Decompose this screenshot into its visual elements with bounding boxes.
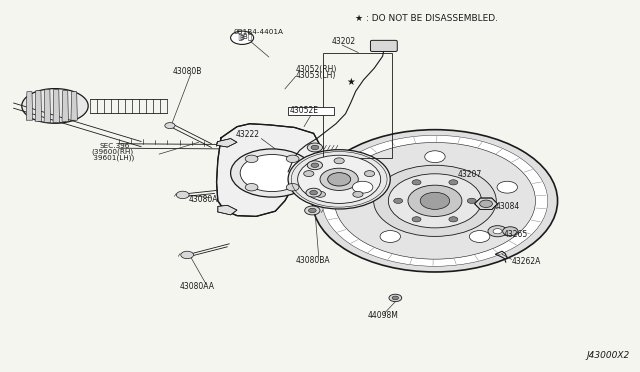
Circle shape bbox=[469, 231, 490, 243]
Text: J43000X2: J43000X2 bbox=[586, 351, 630, 360]
Circle shape bbox=[364, 171, 374, 177]
Text: 43052(RH): 43052(RH) bbox=[296, 65, 337, 74]
Circle shape bbox=[353, 191, 363, 197]
Circle shape bbox=[334, 158, 344, 164]
Text: 43080BA: 43080BA bbox=[296, 256, 330, 265]
Text: 43080A: 43080A bbox=[189, 195, 219, 204]
Circle shape bbox=[286, 183, 299, 191]
Circle shape bbox=[388, 174, 481, 228]
Circle shape bbox=[311, 163, 319, 167]
Circle shape bbox=[230, 31, 253, 44]
Polygon shape bbox=[62, 90, 68, 121]
Circle shape bbox=[307, 143, 323, 152]
Circle shape bbox=[230, 149, 314, 197]
Circle shape bbox=[497, 181, 518, 193]
Circle shape bbox=[488, 226, 507, 237]
Circle shape bbox=[394, 198, 403, 203]
Circle shape bbox=[322, 135, 548, 266]
Circle shape bbox=[449, 180, 458, 185]
Polygon shape bbox=[216, 138, 237, 147]
Text: ★: ★ bbox=[346, 77, 355, 86]
Text: 43052E: 43052E bbox=[289, 106, 318, 115]
Circle shape bbox=[311, 145, 319, 150]
Polygon shape bbox=[22, 89, 88, 123]
Circle shape bbox=[240, 154, 304, 192]
Circle shape bbox=[420, 192, 450, 209]
Circle shape bbox=[408, 185, 462, 217]
Text: 39601(LH)): 39601(LH)) bbox=[92, 155, 134, 161]
Circle shape bbox=[308, 208, 316, 213]
Circle shape bbox=[479, 200, 492, 208]
Text: 0B1B4-4401A: 0B1B4-4401A bbox=[234, 29, 284, 35]
Circle shape bbox=[245, 155, 258, 163]
Polygon shape bbox=[218, 205, 237, 215]
Circle shape bbox=[245, 183, 258, 191]
Polygon shape bbox=[44, 89, 51, 122]
Text: 43202: 43202 bbox=[332, 37, 356, 46]
Bar bbox=[323, 52, 392, 158]
Circle shape bbox=[374, 165, 496, 236]
Circle shape bbox=[176, 191, 189, 199]
Polygon shape bbox=[474, 198, 497, 209]
Circle shape bbox=[312, 130, 557, 272]
Circle shape bbox=[316, 191, 326, 197]
Circle shape bbox=[286, 155, 299, 163]
Circle shape bbox=[298, 155, 381, 203]
Circle shape bbox=[307, 161, 323, 170]
Text: 43084: 43084 bbox=[495, 202, 520, 211]
Circle shape bbox=[306, 188, 321, 197]
Circle shape bbox=[412, 180, 421, 185]
Circle shape bbox=[310, 190, 317, 195]
Text: 43080AA: 43080AA bbox=[179, 282, 214, 291]
Text: 43262A: 43262A bbox=[511, 257, 541, 266]
Polygon shape bbox=[71, 92, 77, 120]
Bar bbox=[288, 107, 334, 115]
Text: 43265: 43265 bbox=[504, 230, 528, 240]
Circle shape bbox=[335, 142, 536, 259]
Circle shape bbox=[449, 217, 458, 222]
Circle shape bbox=[305, 206, 320, 215]
FancyBboxPatch shape bbox=[371, 40, 397, 51]
Circle shape bbox=[180, 251, 193, 259]
Text: 43222: 43222 bbox=[236, 129, 260, 139]
Text: SEC.396: SEC.396 bbox=[100, 143, 130, 149]
Circle shape bbox=[165, 123, 175, 129]
Polygon shape bbox=[216, 124, 320, 217]
Circle shape bbox=[320, 168, 358, 190]
Circle shape bbox=[392, 296, 399, 300]
Circle shape bbox=[502, 227, 518, 235]
Polygon shape bbox=[53, 89, 60, 122]
Text: 〈B〉: 〈B〉 bbox=[234, 34, 252, 40]
Circle shape bbox=[425, 151, 445, 163]
Circle shape bbox=[380, 231, 401, 243]
Text: ★ : DO NOT BE DISASSEMBLED.: ★ : DO NOT BE DISASSEMBLED. bbox=[355, 14, 498, 23]
Polygon shape bbox=[35, 90, 42, 121]
Text: 43053(LH): 43053(LH) bbox=[296, 71, 336, 80]
Text: 43080B: 43080B bbox=[173, 67, 202, 76]
Circle shape bbox=[328, 173, 351, 186]
Circle shape bbox=[353, 181, 373, 193]
Text: 43207: 43207 bbox=[458, 170, 482, 179]
Circle shape bbox=[288, 150, 390, 209]
Circle shape bbox=[467, 198, 476, 203]
Text: B: B bbox=[240, 35, 244, 41]
Circle shape bbox=[493, 229, 502, 234]
Circle shape bbox=[304, 171, 314, 177]
Text: (39600(RH): (39600(RH) bbox=[92, 149, 134, 155]
Circle shape bbox=[389, 294, 402, 302]
Circle shape bbox=[412, 217, 421, 222]
Text: 44098M: 44098M bbox=[367, 311, 398, 320]
Polygon shape bbox=[26, 92, 33, 120]
